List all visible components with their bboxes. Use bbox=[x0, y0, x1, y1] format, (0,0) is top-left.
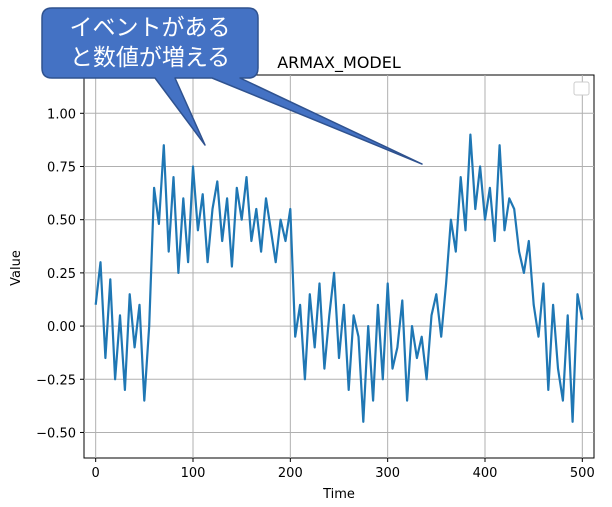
callout-bubble bbox=[41, 7, 423, 165]
series-layer bbox=[94, 133, 584, 423]
legend-box bbox=[573, 81, 590, 96]
x-tick-label: 300 bbox=[375, 466, 400, 481]
y-tick-label: 1.00 bbox=[47, 107, 76, 122]
grid-lines bbox=[84, 75, 594, 458]
y-tick-label: 0.25 bbox=[47, 267, 76, 282]
x-tick-label: 500 bbox=[570, 466, 595, 481]
y-tick-label: −0.25 bbox=[36, 373, 76, 388]
plot-area bbox=[83, 74, 595, 459]
series-line bbox=[94, 133, 584, 423]
chart-title: ARMAX_MODEL bbox=[277, 53, 401, 73]
y-axis-ticks: −0.50 −0.25 0.00 0.25 0.50 0.75 1.00 bbox=[36, 107, 84, 441]
y-tick-label: −0.50 bbox=[36, 426, 76, 441]
x-axis-label: Time bbox=[322, 487, 355, 502]
x-tick-label: 400 bbox=[473, 466, 498, 481]
y-tick-label: 0.50 bbox=[47, 214, 76, 229]
x-tick-label: 0 bbox=[92, 466, 100, 481]
x-axis-ticks: 0 100 200 300 400 500 bbox=[92, 458, 595, 481]
callout: イベントがある と数値が増える bbox=[41, 7, 423, 165]
x-tick-label: 200 bbox=[278, 466, 303, 481]
callout-line-1: イベントがある bbox=[70, 15, 231, 41]
y-axis-label: Value bbox=[9, 250, 24, 286]
callout-line-2: と数値が増える bbox=[70, 45, 230, 71]
y-tick-label: 0.00 bbox=[47, 320, 76, 335]
y-tick-label: 0.75 bbox=[47, 160, 76, 175]
x-tick-label: 100 bbox=[181, 466, 206, 481]
